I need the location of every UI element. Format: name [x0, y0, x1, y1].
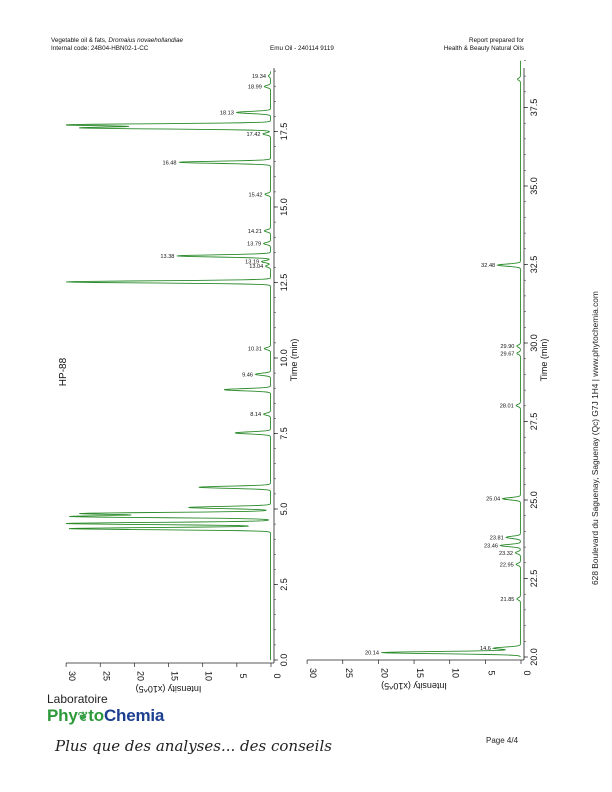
intensity-tick-label: 15: [415, 668, 425, 678]
time-tick-label: 25.0: [529, 491, 539, 509]
peak-label: 23.32: [499, 551, 513, 557]
time-tick-label: 22.5: [529, 570, 539, 588]
chromatogram-trace: [381, 60, 521, 658]
peak-label: 23.81: [490, 535, 504, 541]
peak-label: 18.99: [248, 85, 262, 91]
time-tick-label: 10.0: [279, 349, 289, 367]
peak-label: 14.6: [480, 646, 491, 652]
header-client-info: Report prepared for Health & Beauty Natu…: [444, 37, 524, 53]
leaf-icon: ❦: [77, 709, 89, 724]
chromatogram-panel-2: 20.0 22.5 25.0 27.5 30.0 32.5 35.0 37.5 Time (mi…: [306, 60, 549, 691]
peak-label: 28.01: [500, 403, 514, 409]
intensity-tick-label: 30: [308, 668, 318, 678]
intensity-tick-label: 5: [486, 670, 496, 675]
peak-label: 22.95: [500, 562, 514, 568]
peak-label: 10.31: [248, 347, 262, 353]
header-sample-info: Vegetable oil & fats, Dromaius novaeholl…: [51, 37, 183, 53]
intensity-axis-title: Intensity (x10^5): [136, 684, 202, 694]
time-tick-label: 12.5: [279, 274, 289, 292]
peak-label: 21.85: [500, 597, 514, 603]
time-tick-label: 30.0: [529, 334, 539, 352]
intensity-tick-label: 15: [170, 671, 180, 681]
peak-label: 14.21: [248, 229, 262, 235]
peak-label: 29.90: [500, 344, 514, 350]
time-tick-label: 35.0: [529, 177, 539, 195]
peak-label: 13.38: [160, 254, 174, 260]
intensity-tick-label: 10: [451, 668, 461, 678]
header-report-for: Report prepared for: [469, 37, 524, 44]
intensity-tick-label: 5: [238, 673, 248, 678]
header-sample-description: Vegetable oil & fats, Dromaius novaeholl…: [51, 37, 183, 44]
time-tick-label: 2.5: [279, 578, 289, 591]
page-number: Page 4/4: [486, 736, 519, 745]
intensity-tick-label: 10: [204, 671, 214, 681]
intensity-tick-label: 0: [522, 670, 532, 675]
intensity-tick-label: 25: [101, 671, 111, 681]
peak-label: 18.13: [220, 110, 234, 116]
time-tick-label: 7.5: [279, 427, 289, 440]
intensity-tick-label: 25: [344, 668, 354, 678]
intensity-tick-label: 20: [379, 668, 389, 678]
intensity-tick-label: 20: [135, 671, 145, 681]
header-client-name: Health & Beauty Natural Oils: [443, 45, 524, 52]
header-sample-name: Emu Oil - 240114 9119: [270, 45, 334, 52]
time-tick-label: 20.0: [529, 648, 539, 666]
peak-label: 15.42: [249, 192, 263, 198]
header-internal-code: Internal code: 24B04-HBN02-1-CC: [51, 45, 149, 52]
intensity-axis-title: Intensity (x10^5): [381, 681, 447, 691]
logo-laboratoire-text: Laboratoire: [47, 692, 108, 706]
peak-label: 16.48: [162, 160, 176, 166]
peak-label: 8.14: [250, 412, 261, 418]
peak-label: 9.46: [242, 372, 253, 378]
lab-address: 628 Boulevard du Saguenay, Saguenay (Qc)…: [590, 291, 600, 585]
time-tick-label: 27.5: [529, 413, 539, 431]
phytochemia-logo: Phy❦toChemia: [47, 706, 165, 725]
chromatogram-panel-1: 0.0 2.5 5.0 7.5 10.0 12.5 15.0 17.5 Time (min) 0 5…: [65, 68, 299, 694]
slogan: Plus que des analyses... des conseils: [55, 737, 332, 755]
peak-label: 23.46: [484, 544, 498, 550]
time-tick-label: 32.5: [529, 256, 539, 274]
column-method-label: HP-88: [58, 357, 69, 386]
time-tick-label: 15.0: [279, 198, 289, 216]
chromatogram-trace: [65, 71, 271, 660]
time-tick-label: 37.5: [529, 99, 539, 117]
peak-label: 13.04: [249, 264, 263, 270]
time-tick-label: 17.5: [279, 123, 289, 141]
time-axis-title: Time (min): [539, 339, 549, 382]
peak-label: 13.19: [245, 260, 259, 266]
time-tick-label: 0.0: [279, 654, 289, 667]
peak-label: 20.14: [365, 651, 379, 657]
intensity-tick-label: 30: [67, 671, 77, 681]
time-axis-title: Time (min): [289, 339, 299, 382]
peak-label: 17.42: [246, 132, 260, 138]
time-tick-label: 5.0: [279, 503, 289, 516]
peak-label: 19.34: [252, 74, 266, 80]
peak-label: 29.67: [500, 351, 514, 357]
peak-label: 32.48: [481, 263, 495, 269]
intensity-tick-label: 0: [272, 673, 282, 678]
peak-label: 25.04: [486, 497, 500, 503]
peak-label: 13.79: [247, 242, 261, 248]
